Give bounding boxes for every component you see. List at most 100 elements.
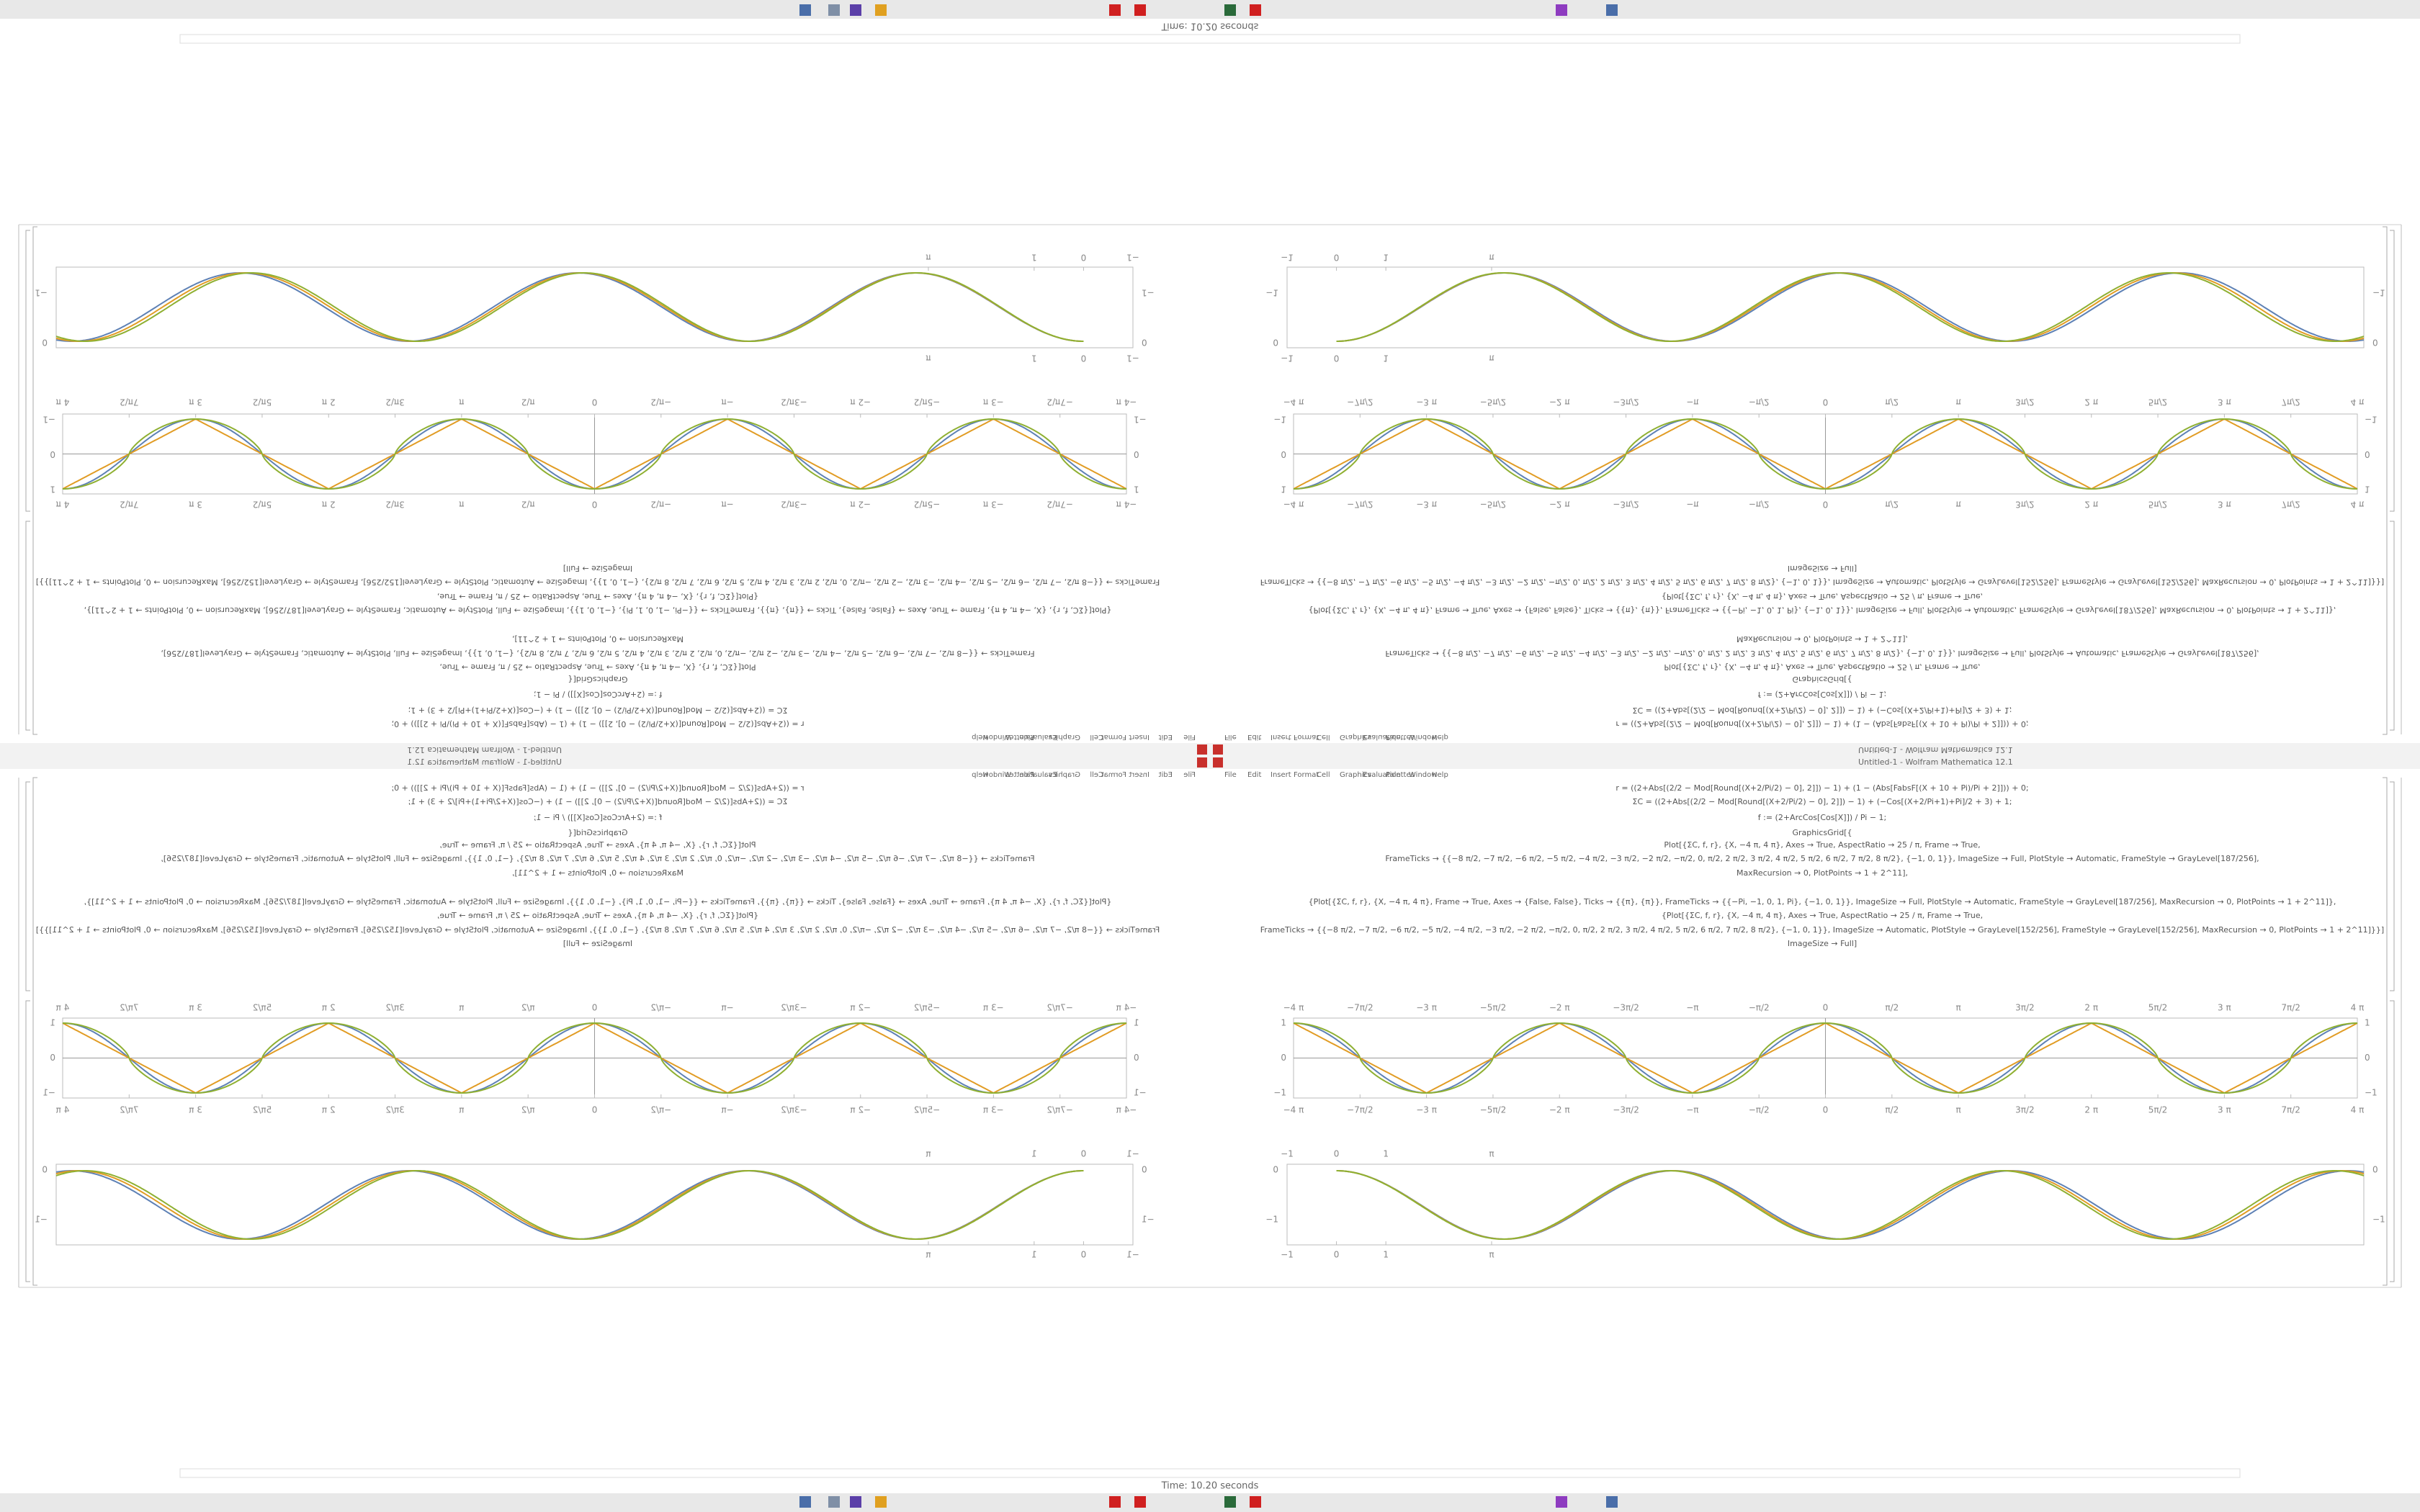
- y-tick-label: 1: [50, 485, 55, 495]
- menu-item: Palettes: [1005, 771, 1034, 779]
- icon[interactable]: [1606, 1496, 1618, 1508]
- x-tick-label: −1: [1126, 1250, 1139, 1260]
- x-tick-label: −2 π: [1549, 1105, 1570, 1115]
- x-tick-label: −π: [1686, 1003, 1698, 1013]
- x-tick-label: −π/2: [650, 1105, 671, 1115]
- x-tick-label: 0: [1081, 1250, 1087, 1260]
- y-tick-label: −1: [42, 415, 55, 425]
- icon[interactable]: [799, 1496, 811, 1508]
- x-tick-label: −π/2: [1749, 1105, 1770, 1115]
- code-line: MaxRecursion → 0, PlotPoints → 1 + 2^11]…: [512, 868, 684, 878]
- icon[interactable]: [1556, 1496, 1567, 1508]
- icon[interactable]: [1250, 1496, 1261, 1508]
- code-line: {Plot[{ΣC, f, r}, {X, −4 π, 4 π}, Frame …: [1309, 606, 2336, 615]
- x-tick-label: 1: [1383, 1149, 1389, 1159]
- title-bar: [0, 743, 1210, 756]
- menu-item: Evaluation: [1363, 771, 1401, 779]
- x-tick-label: −3π/2: [1613, 1003, 1639, 1013]
- x-tick-label: 1: [1383, 354, 1389, 364]
- x-tick-label: 0: [1334, 354, 1340, 364]
- curve: [1336, 1170, 2365, 1240]
- menu-item: Window: [983, 771, 1011, 779]
- icon[interactable]: [1606, 4, 1618, 16]
- icon[interactable]: [828, 1496, 840, 1508]
- icon[interactable]: [1556, 4, 1567, 16]
- plot-frame: [55, 266, 1134, 348]
- x-tick-label: 0: [1081, 253, 1087, 263]
- x-tick-label: 0: [1823, 500, 1829, 510]
- icon[interactable]: [1224, 4, 1236, 16]
- plot-frame: [1286, 266, 2365, 348]
- x-tick-label: −1: [1126, 354, 1139, 364]
- x-tick-label: −3 π: [983, 397, 1004, 408]
- x-tick-label: 1: [1383, 1250, 1389, 1260]
- icon[interactable]: [850, 4, 861, 16]
- x-tick-label: −5π/2: [914, 500, 941, 510]
- code-line: FrameTicks → {{−8 π/2, −7 π/2, −6 π/2, −…: [1260, 577, 2384, 587]
- icon[interactable]: [799, 4, 811, 16]
- x-tick-label: −5π/2: [1480, 1003, 1507, 1013]
- x-tick-label: 1: [1031, 1250, 1037, 1260]
- icon[interactable]: [1224, 1496, 1236, 1508]
- y-tick-label: 0: [1134, 449, 1139, 459]
- code-line: MaxRecursion → 0, PlotPoints → 1 + 2^11]…: [1736, 634, 1908, 644]
- x-tick-label: −5π/2: [1480, 397, 1507, 408]
- menu-item: File: [1224, 771, 1237, 779]
- menu-item: Cell: [1317, 733, 1330, 741]
- cell-bracket: [32, 777, 37, 1286]
- x-tick-label: 5π/2: [2148, 500, 2168, 510]
- menu-item: Edit: [1247, 733, 1261, 741]
- x-tick-label: −1: [1281, 1250, 1294, 1260]
- icon[interactable]: [850, 1496, 861, 1508]
- curve: [55, 272, 1084, 342]
- x-tick-label: −7π/2: [1347, 397, 1373, 408]
- code-line: FrameTicks → {{−8 π/2, −7 π/2, −6 π/2, −…: [1260, 925, 2384, 935]
- y-tick-label: 1: [2365, 485, 2370, 495]
- icon[interactable]: [1134, 1496, 1146, 1508]
- menu-item: Evaluation: [1363, 733, 1401, 741]
- menu-item: Graphics: [1340, 733, 1371, 741]
- x-tick-label: 3 π: [189, 1003, 202, 1013]
- menu-item: Window: [983, 733, 1011, 741]
- taskbar: [0, 0, 2420, 19]
- icon[interactable]: [1109, 4, 1121, 16]
- title-bar: [1210, 743, 2420, 756]
- y-tick-label: −1: [1265, 1215, 1278, 1225]
- icon[interactable]: [875, 4, 887, 16]
- code-line: r = ((2+Abs[(2/2 − Mod[Round[(X+2/Pi/2) …: [1615, 719, 2028, 729]
- menu-item: Palettes: [1386, 771, 1415, 779]
- y-tick-label: 1: [1281, 1018, 1286, 1028]
- y-tick-label: 0: [1273, 1165, 1278, 1175]
- cell-bracket: [2383, 777, 2388, 1286]
- icon[interactable]: [1250, 4, 1261, 16]
- icon[interactable]: [1134, 4, 1146, 16]
- code-line: FrameTicks → {{−8 π/2, −7 π/2, −6 π/2, −…: [161, 649, 1034, 658]
- status-frame: [179, 1468, 2241, 1478]
- icon[interactable]: [1109, 1496, 1121, 1508]
- x-tick-label: 3π/2: [2015, 1003, 2035, 1013]
- menu-item: Insert: [1270, 733, 1291, 741]
- menu-item: Window: [1409, 771, 1437, 779]
- menu-item: Cell: [1090, 771, 1103, 779]
- code-line: {Plot[{ΣC, f, r}, {X, −4 π, 4 π}, Frame …: [84, 606, 1112, 615]
- x-tick-label: −4 π: [1116, 500, 1137, 510]
- x-tick-label: π/2: [1885, 1105, 1899, 1115]
- icon[interactable]: [875, 1496, 887, 1508]
- status-frame: [179, 34, 2241, 44]
- y-tick-label: 0: [50, 449, 55, 459]
- x-tick-label: −3 π: [983, 1003, 1004, 1013]
- x-tick-label: −2 π: [1549, 500, 1570, 510]
- x-tick-label: −5π/2: [1480, 500, 1507, 510]
- icon[interactable]: [828, 4, 840, 16]
- y-tick-label: 1: [1281, 485, 1286, 495]
- x-tick-label: 1: [1031, 354, 1037, 364]
- y-tick-label: 0: [42, 338, 48, 348]
- status-text: Time: 10.20 seconds: [1161, 21, 1259, 32]
- x-tick-label: 0: [1334, 1149, 1340, 1159]
- x-tick-label: 7π/2: [120, 1105, 139, 1115]
- y-tick-label: −1: [1273, 415, 1286, 425]
- x-tick-label: π: [926, 253, 931, 263]
- y-tick-label: −1: [1142, 288, 1155, 298]
- code-line: Plot[{ΣC, f, r}, {X, −4 π, 4 π}, Axes → …: [1664, 662, 1980, 672]
